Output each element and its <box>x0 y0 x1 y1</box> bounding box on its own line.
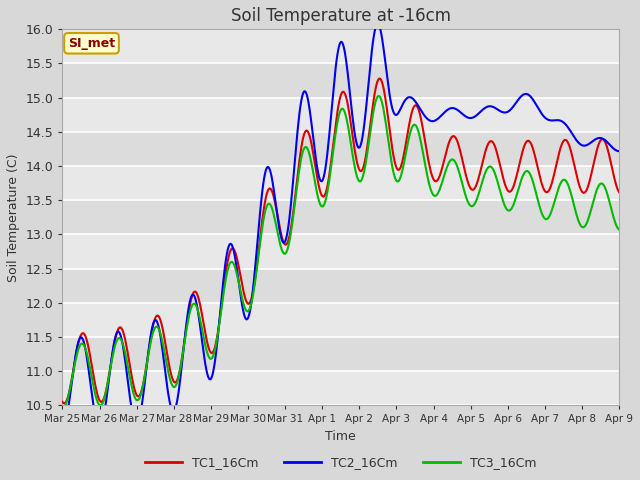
Bar <box>63 269 619 303</box>
Y-axis label: Soil Temperature (C): Soil Temperature (C) <box>7 153 20 282</box>
Title: Soil Temperature at -16cm: Soil Temperature at -16cm <box>231 7 451 25</box>
Bar <box>63 303 619 337</box>
Bar <box>63 29 619 63</box>
Bar <box>63 200 619 234</box>
Bar <box>63 371 619 406</box>
X-axis label: Time: Time <box>325 430 356 443</box>
Text: SI_met: SI_met <box>68 37 115 50</box>
Bar <box>63 166 619 200</box>
Bar <box>63 337 619 371</box>
Bar <box>63 234 619 269</box>
Bar <box>63 63 619 97</box>
Bar <box>63 97 619 132</box>
Legend: TC1_16Cm, TC2_16Cm, TC3_16Cm: TC1_16Cm, TC2_16Cm, TC3_16Cm <box>140 451 541 474</box>
Bar <box>63 132 619 166</box>
